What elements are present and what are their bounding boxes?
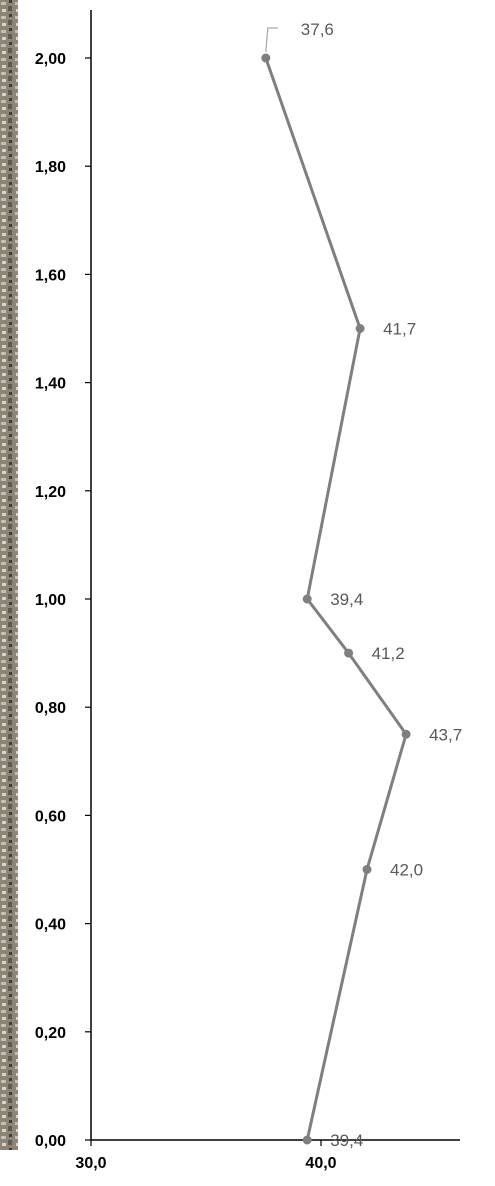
y-tick-label: 0,00	[35, 1133, 66, 1150]
y-tick-label: 0,80	[35, 700, 66, 717]
y-tick-label: 1,40	[35, 376, 66, 393]
background-image-strip	[0, 0, 18, 1150]
data-point-marker	[401, 729, 411, 739]
data-label: 37,6	[301, 20, 334, 39]
x-tick-label: 40,0	[305, 1155, 336, 1172]
y-tick-label: 0,20	[35, 1025, 66, 1042]
data-point-marker	[302, 594, 312, 604]
y-tick-label: 1,60	[35, 267, 66, 284]
axes	[90, 10, 460, 1141]
leader-line	[265, 27, 278, 53]
data-label: 41,2	[372, 644, 405, 663]
data-label: 39,4	[330, 1131, 363, 1150]
data-label: 41,7	[383, 320, 416, 339]
y-tick-label: 1,80	[35, 159, 66, 176]
data-labels: 39,4 42,0 43,7 41,2 39,4 41,7 37,6	[265, 20, 462, 1150]
data-point-marker	[302, 1135, 312, 1145]
y-tick-label: 2,00	[35, 51, 66, 68]
data-point-marker	[362, 865, 372, 874]
data-label: 42,0	[390, 861, 423, 880]
series-line-layer	[261, 53, 411, 1145]
y-tick-label: 1,20	[35, 484, 66, 501]
tick-labels: 0,00 0,20 0,40 0,60 0,80 1,00 1,20 1,40 1,60 1,80…	[35, 51, 337, 1172]
data-point-marker	[355, 324, 365, 333]
y-tick-label: 0,40	[35, 917, 66, 934]
data-label: 43,7	[429, 725, 462, 744]
x-tick-label: 30,0	[75, 1155, 106, 1172]
data-point-marker	[261, 53, 271, 63]
y-tick-label: 1,00	[35, 592, 66, 609]
data-label: 39,4	[330, 590, 363, 609]
y-tick-label: 0,60	[35, 808, 66, 825]
data-point-marker	[344, 648, 354, 658]
